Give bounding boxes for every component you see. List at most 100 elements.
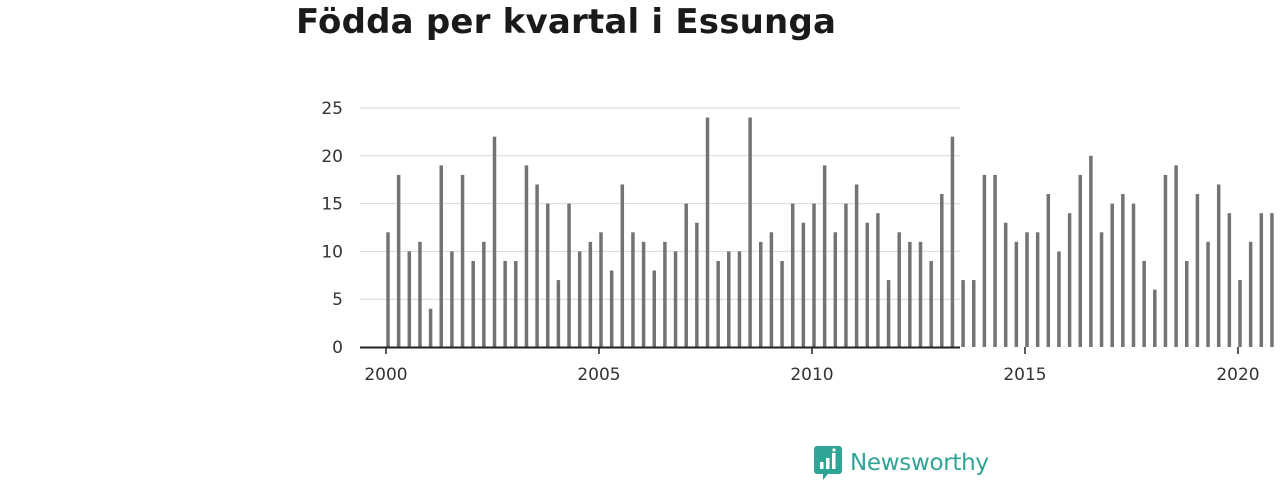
bar (759, 241, 763, 347)
bar (503, 260, 507, 347)
bar (1270, 213, 1274, 347)
y-tick-label: 15 (321, 195, 343, 215)
bar (897, 232, 901, 347)
bar (1153, 289, 1157, 347)
bar (1163, 174, 1168, 347)
bar (1185, 260, 1189, 347)
bar (1216, 184, 1221, 347)
bar (460, 174, 465, 347)
bar (588, 241, 593, 347)
brand-name: Newsworthy (850, 450, 989, 476)
bar (1174, 165, 1178, 347)
bar (695, 222, 699, 347)
bar (1099, 232, 1104, 347)
chart-title: Födda per kvartal i Essunga (296, 2, 837, 42)
bar (567, 203, 571, 347)
bar (1227, 213, 1232, 347)
bar (514, 260, 518, 347)
y-tick-label: 5 (332, 290, 343, 310)
bar (1014, 241, 1019, 347)
bar (1067, 213, 1072, 347)
y-tick-label: 0 (332, 338, 343, 358)
bar (833, 232, 838, 347)
bar (716, 260, 720, 347)
bar (396, 174, 401, 347)
y-tick-label: 10 (321, 242, 343, 262)
x-tick-label: 2020 (1216, 365, 1259, 385)
bar (1121, 194, 1125, 347)
bar (609, 270, 614, 347)
bar (535, 184, 539, 347)
bar (673, 251, 678, 347)
bar (727, 251, 731, 347)
bar (854, 184, 859, 347)
bar (769, 232, 774, 347)
bar (780, 260, 784, 347)
bar (407, 251, 412, 347)
bar (641, 241, 646, 347)
bar (1238, 280, 1242, 347)
bar (631, 232, 635, 347)
bar (865, 222, 869, 347)
bar (546, 203, 550, 347)
bar (705, 117, 710, 347)
brand-logo: Newsworthy (814, 446, 989, 480)
bar (450, 251, 454, 347)
bar (471, 260, 475, 347)
bar (418, 241, 422, 347)
bar (1025, 232, 1029, 347)
bar (439, 165, 443, 347)
bar (790, 203, 795, 347)
bar (918, 241, 923, 347)
bar (886, 280, 891, 347)
bar (1248, 241, 1253, 347)
bar (982, 174, 987, 347)
bar (1078, 174, 1082, 347)
bar (822, 165, 827, 347)
bar (482, 241, 486, 347)
x-tick-label: 2015 (1003, 365, 1046, 385)
bar (1206, 241, 1210, 347)
bar (386, 232, 390, 347)
bar (599, 232, 603, 347)
bar (929, 260, 933, 347)
bar (876, 213, 880, 347)
bar (1035, 232, 1040, 347)
bar (663, 241, 667, 347)
bar (652, 270, 656, 347)
bar-chart-speech-icon (814, 446, 842, 480)
bar (556, 280, 561, 347)
bar (620, 184, 625, 347)
bar (1142, 260, 1146, 347)
bar (1003, 222, 1008, 347)
bar (1131, 203, 1136, 347)
x-tick-label: 2005 (577, 365, 620, 385)
bar (812, 203, 816, 347)
bar (1110, 203, 1114, 347)
bar (1046, 194, 1051, 347)
y-tick-label: 20 (321, 147, 343, 167)
bar (1195, 194, 1200, 347)
bar (801, 222, 806, 347)
bar (684, 203, 688, 347)
y-tick-label: 25 (321, 99, 343, 119)
bar (993, 174, 997, 347)
bar (1057, 251, 1061, 347)
bar (908, 241, 912, 347)
bar (492, 136, 497, 347)
x-tick-label: 2010 (790, 365, 833, 385)
x-tick-label: 2000 (364, 365, 407, 385)
bar (577, 251, 582, 347)
bar (972, 280, 976, 347)
bar (844, 203, 848, 347)
bar (961, 280, 965, 347)
bar (940, 194, 944, 347)
bar (428, 308, 433, 347)
bar (1259, 213, 1264, 347)
bar (737, 251, 742, 347)
bar (748, 117, 752, 347)
bar (1089, 155, 1093, 347)
bar (524, 165, 529, 347)
bar (950, 136, 955, 347)
